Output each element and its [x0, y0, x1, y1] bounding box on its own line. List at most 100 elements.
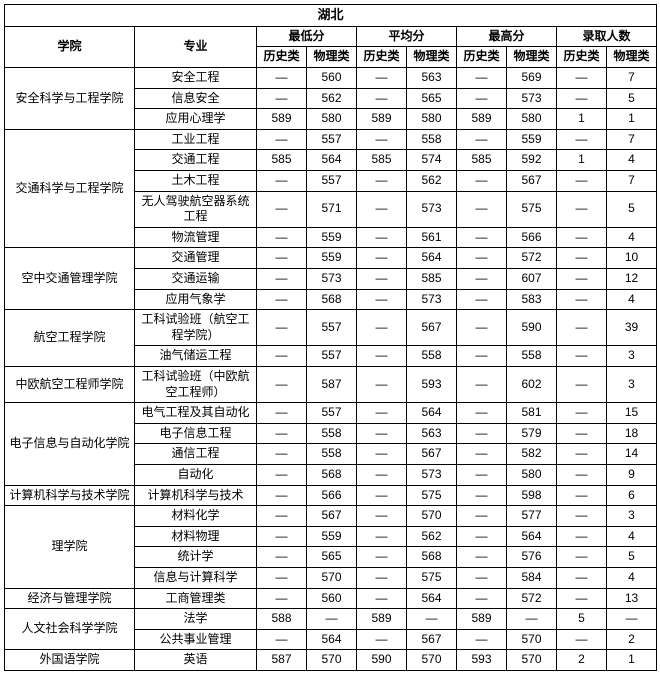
- major-cell: 信息与计算科学: [135, 567, 257, 588]
- value-cell: —: [457, 191, 507, 227]
- col-sub-2-1: 物理类: [507, 47, 557, 68]
- value-cell: —: [557, 248, 607, 269]
- value-cell: 15: [607, 403, 657, 424]
- major-cell: 计算机科学与技术: [135, 485, 257, 506]
- value-cell: 585: [257, 150, 307, 171]
- value-cell: —: [357, 191, 407, 227]
- value-cell: 575: [407, 567, 457, 588]
- value-cell: 562: [307, 88, 357, 109]
- value-cell: —: [257, 88, 307, 109]
- major-cell: 工商管理类: [135, 588, 257, 609]
- value-cell: 585: [457, 150, 507, 171]
- value-cell: —: [457, 506, 507, 527]
- value-cell: —: [557, 403, 607, 424]
- value-cell: —: [457, 227, 507, 248]
- college-cell: 交通科学与工程学院: [5, 129, 135, 248]
- value-cell: —: [357, 588, 407, 609]
- value-cell: 570: [307, 650, 357, 671]
- value-cell: 558: [407, 129, 457, 150]
- value-cell: 581: [507, 403, 557, 424]
- value-cell: 572: [507, 588, 557, 609]
- value-cell: 4: [607, 150, 657, 171]
- value-cell: 598: [507, 485, 557, 506]
- value-cell: —: [457, 289, 507, 310]
- value-cell: —: [257, 310, 307, 346]
- major-cell: 工科试验班（中欧航空工程师）: [135, 366, 257, 402]
- value-cell: 565: [407, 88, 457, 109]
- value-cell: —: [557, 464, 607, 485]
- table-row: 电子信息与自动化学院电气工程及其自动化—557—564—581—15: [5, 403, 657, 424]
- major-cell: 材料物理: [135, 526, 257, 547]
- value-cell: —: [557, 485, 607, 506]
- value-cell: —: [357, 68, 407, 89]
- value-cell: —: [557, 444, 607, 465]
- value-cell: 559: [307, 248, 357, 269]
- college-cell: 计算机科学与技术学院: [5, 485, 135, 506]
- value-cell: 5: [607, 547, 657, 568]
- value-cell: 2: [607, 629, 657, 650]
- value-cell: 558: [307, 423, 357, 444]
- value-cell: 563: [407, 423, 457, 444]
- value-cell: 589: [257, 109, 307, 130]
- major-cell: 电气工程及其自动化: [135, 403, 257, 424]
- value-cell: —: [257, 403, 307, 424]
- college-cell: 外国语学院: [5, 650, 135, 671]
- value-cell: —: [457, 129, 507, 150]
- value-cell: —: [257, 526, 307, 547]
- value-cell: 557: [307, 310, 357, 346]
- col-major: 专业: [135, 26, 257, 67]
- value-cell: —: [607, 609, 657, 630]
- value-cell: —: [257, 191, 307, 227]
- value-cell: 584: [507, 567, 557, 588]
- value-cell: 2: [557, 650, 607, 671]
- value-cell: —: [457, 526, 507, 547]
- value-cell: 564: [307, 629, 357, 650]
- value-cell: 573: [407, 191, 457, 227]
- value-cell: 565: [307, 547, 357, 568]
- value-cell: 5: [557, 609, 607, 630]
- value-cell: —: [257, 227, 307, 248]
- value-cell: —: [457, 444, 507, 465]
- major-cell: 交通管理: [135, 248, 257, 269]
- col-sub-3-1: 物理类: [607, 47, 657, 68]
- table-row: 航空工程学院工科试验班（航空工程学院）—557—567—590—39: [5, 310, 657, 346]
- value-cell: —: [257, 366, 307, 402]
- college-cell: 安全科学与工程学院: [5, 68, 135, 130]
- value-cell: —: [557, 269, 607, 290]
- value-cell: 588: [257, 609, 307, 630]
- col-college: 学院: [5, 26, 135, 67]
- value-cell: —: [357, 485, 407, 506]
- value-cell: —: [557, 506, 607, 527]
- value-cell: —: [557, 88, 607, 109]
- major-cell: 电子信息工程: [135, 423, 257, 444]
- value-cell: 568: [307, 464, 357, 485]
- value-cell: 570: [307, 567, 357, 588]
- value-cell: —: [257, 423, 307, 444]
- value-cell: 557: [307, 403, 357, 424]
- table-row: 安全科学与工程学院安全工程—560—563—569—7: [5, 68, 657, 89]
- value-cell: 590: [357, 650, 407, 671]
- value-cell: —: [307, 609, 357, 630]
- col-sub-3-0: 历史类: [557, 47, 607, 68]
- major-cell: 自动化: [135, 464, 257, 485]
- value-cell: 572: [507, 248, 557, 269]
- value-cell: 3: [607, 346, 657, 367]
- value-cell: —: [457, 346, 507, 367]
- value-cell: —: [557, 547, 607, 568]
- value-cell: —: [557, 423, 607, 444]
- table-row: 计算机科学与技术学院计算机科学与技术—566—575—598—6: [5, 485, 657, 506]
- college-cell: 经济与管理学院: [5, 588, 135, 609]
- value-cell: —: [257, 171, 307, 192]
- value-cell: 567: [407, 629, 457, 650]
- value-cell: 570: [507, 629, 557, 650]
- value-cell: 580: [307, 109, 357, 130]
- value-cell: 566: [307, 485, 357, 506]
- value-cell: —: [357, 403, 407, 424]
- value-cell: 580: [507, 464, 557, 485]
- value-cell: —: [457, 88, 507, 109]
- value-cell: 567: [307, 506, 357, 527]
- table-row: 中欧航空工程师学院工科试验班（中欧航空工程师）—587—593—602—3: [5, 366, 657, 402]
- value-cell: —: [507, 609, 557, 630]
- value-cell: 589: [357, 109, 407, 130]
- value-cell: —: [357, 567, 407, 588]
